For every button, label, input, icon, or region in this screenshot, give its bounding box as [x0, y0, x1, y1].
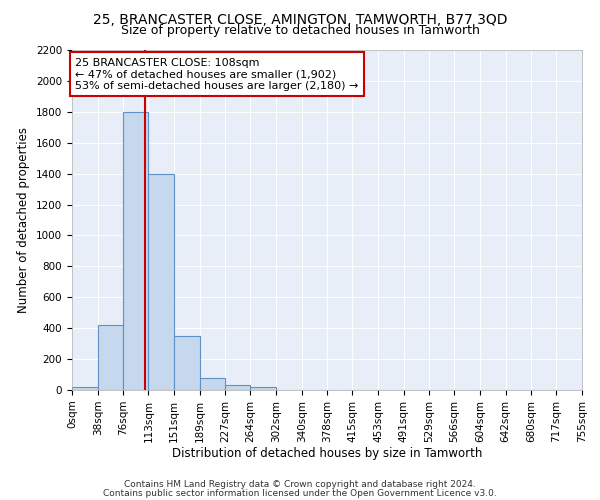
- Bar: [98, 325, 124, 390]
- Text: Contains public sector information licensed under the Open Government Licence v3: Contains public sector information licen…: [103, 488, 497, 498]
- Bar: [174, 336, 200, 390]
- Bar: [148, 174, 174, 390]
- Bar: [72, 387, 98, 390]
- Bar: [124, 112, 148, 390]
- Bar: [226, 386, 250, 390]
- Y-axis label: Number of detached properties: Number of detached properties: [17, 127, 31, 313]
- Text: Size of property relative to detached houses in Tamworth: Size of property relative to detached ho…: [121, 24, 479, 37]
- Text: 25 BRANCASTER CLOSE: 108sqm
← 47% of detached houses are smaller (1,902)
53% of : 25 BRANCASTER CLOSE: 108sqm ← 47% of det…: [76, 58, 359, 91]
- Text: Contains HM Land Registry data © Crown copyright and database right 2024.: Contains HM Land Registry data © Crown c…: [124, 480, 476, 489]
- Bar: [250, 387, 276, 390]
- X-axis label: Distribution of detached houses by size in Tamworth: Distribution of detached houses by size …: [172, 448, 482, 460]
- Text: 25, BRANCASTER CLOSE, AMINGTON, TAMWORTH, B77 3QD: 25, BRANCASTER CLOSE, AMINGTON, TAMWORTH…: [93, 12, 507, 26]
- Bar: [200, 378, 226, 390]
